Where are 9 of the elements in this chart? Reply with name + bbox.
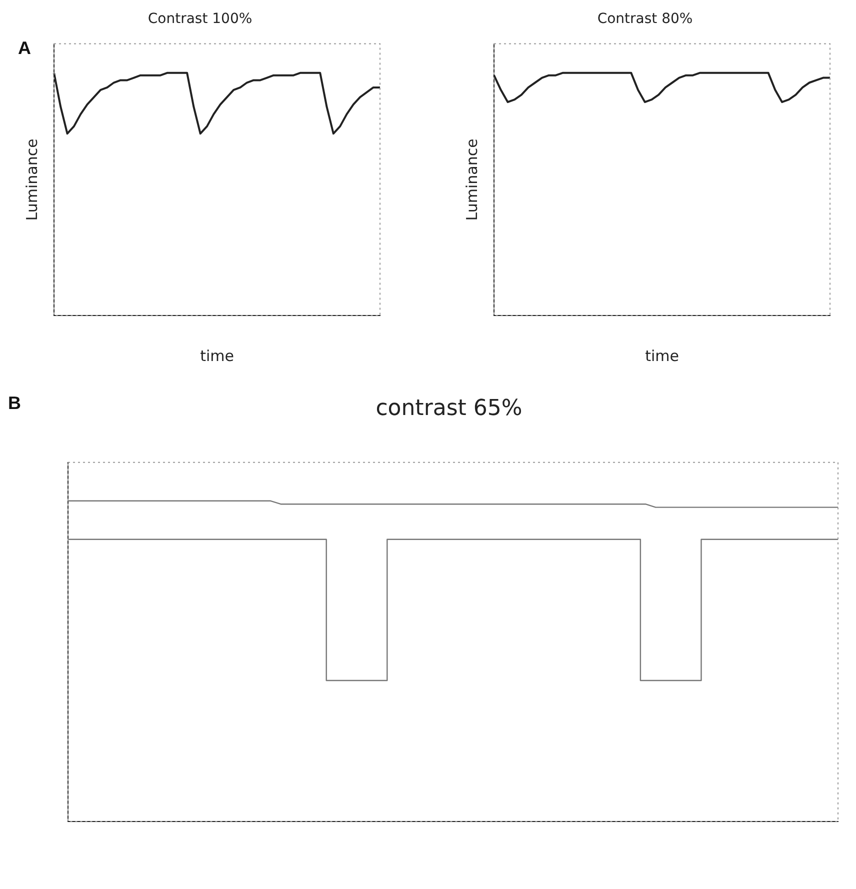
text: A bbox=[18, 38, 31, 59]
chart-title: Contrast 100% bbox=[148, 11, 252, 28]
chart-title: Contrast 80% bbox=[597, 11, 693, 28]
y-axis-title: Luminance bbox=[462, 138, 481, 221]
text: B bbox=[8, 393, 21, 414]
chart-title: contrast 65% bbox=[376, 396, 522, 421]
x-axis-title: time bbox=[645, 346, 679, 365]
y-axis-title: Luminance bbox=[22, 138, 41, 221]
x-axis-title: time bbox=[200, 346, 234, 365]
